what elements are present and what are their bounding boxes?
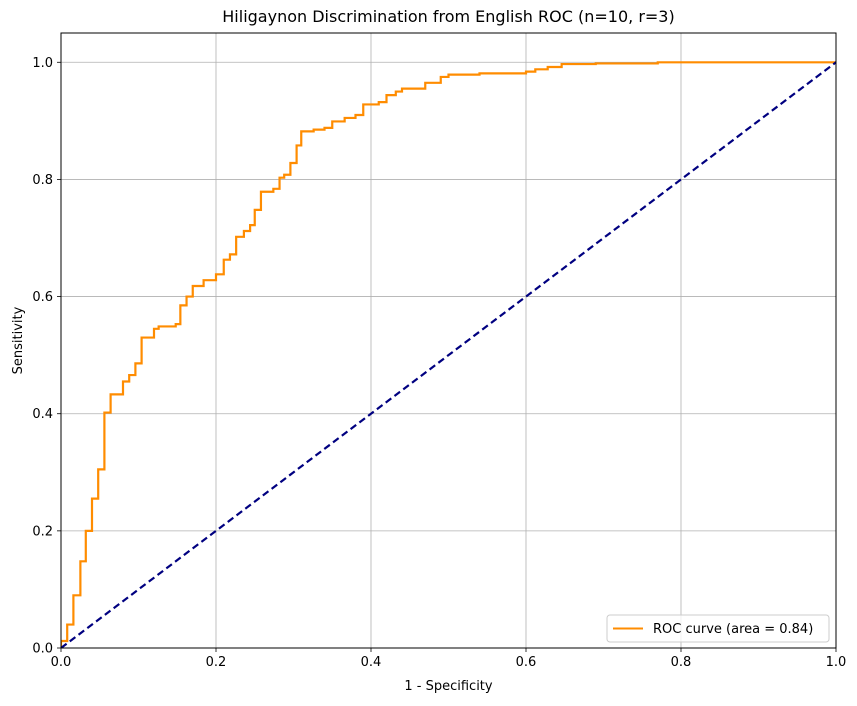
roc-curve-line bbox=[61, 61, 836, 648]
y-tick-label: 0.2 bbox=[32, 524, 53, 539]
chance-diagonal-line bbox=[61, 61, 836, 648]
chart-title: Hiligaynon Discrimination from English R… bbox=[222, 7, 674, 26]
x-tick-label: 1.0 bbox=[826, 655, 847, 670]
grid-lines bbox=[60, 33, 837, 649]
y-tick-label: 0.0 bbox=[32, 642, 53, 657]
x-tick-label: 0.4 bbox=[361, 655, 382, 670]
y-tick-label: 1.0 bbox=[32, 56, 53, 71]
y-tick-label: 0.6 bbox=[32, 290, 53, 305]
y-tick-label: 0.8 bbox=[32, 173, 53, 188]
legend: ROC curve (area = 0.84) bbox=[606, 614, 830, 643]
x-tick-label: 0.2 bbox=[206, 655, 227, 670]
legend-box bbox=[606, 614, 830, 643]
x-axis-label: 1 - Specificity bbox=[404, 679, 493, 694]
x-tick-label: 0.6 bbox=[516, 655, 537, 670]
x-tick-label: 0.8 bbox=[671, 655, 692, 670]
series-layer bbox=[61, 61, 836, 648]
y-axis-label: Sensitivity bbox=[11, 306, 26, 374]
x-tick-label: 0.0 bbox=[51, 655, 72, 670]
plot-frame bbox=[60, 32, 837, 649]
legend-label: ROC curve (area = 0.84) bbox=[653, 622, 813, 637]
y-tick-label: 0.4 bbox=[32, 407, 53, 422]
axis-ticks: 0.0 0.2 0.4 0.6 0.8 1.0 0.0 0.2 0.4 0.6 0.8 1.0 bbox=[32, 56, 846, 670]
